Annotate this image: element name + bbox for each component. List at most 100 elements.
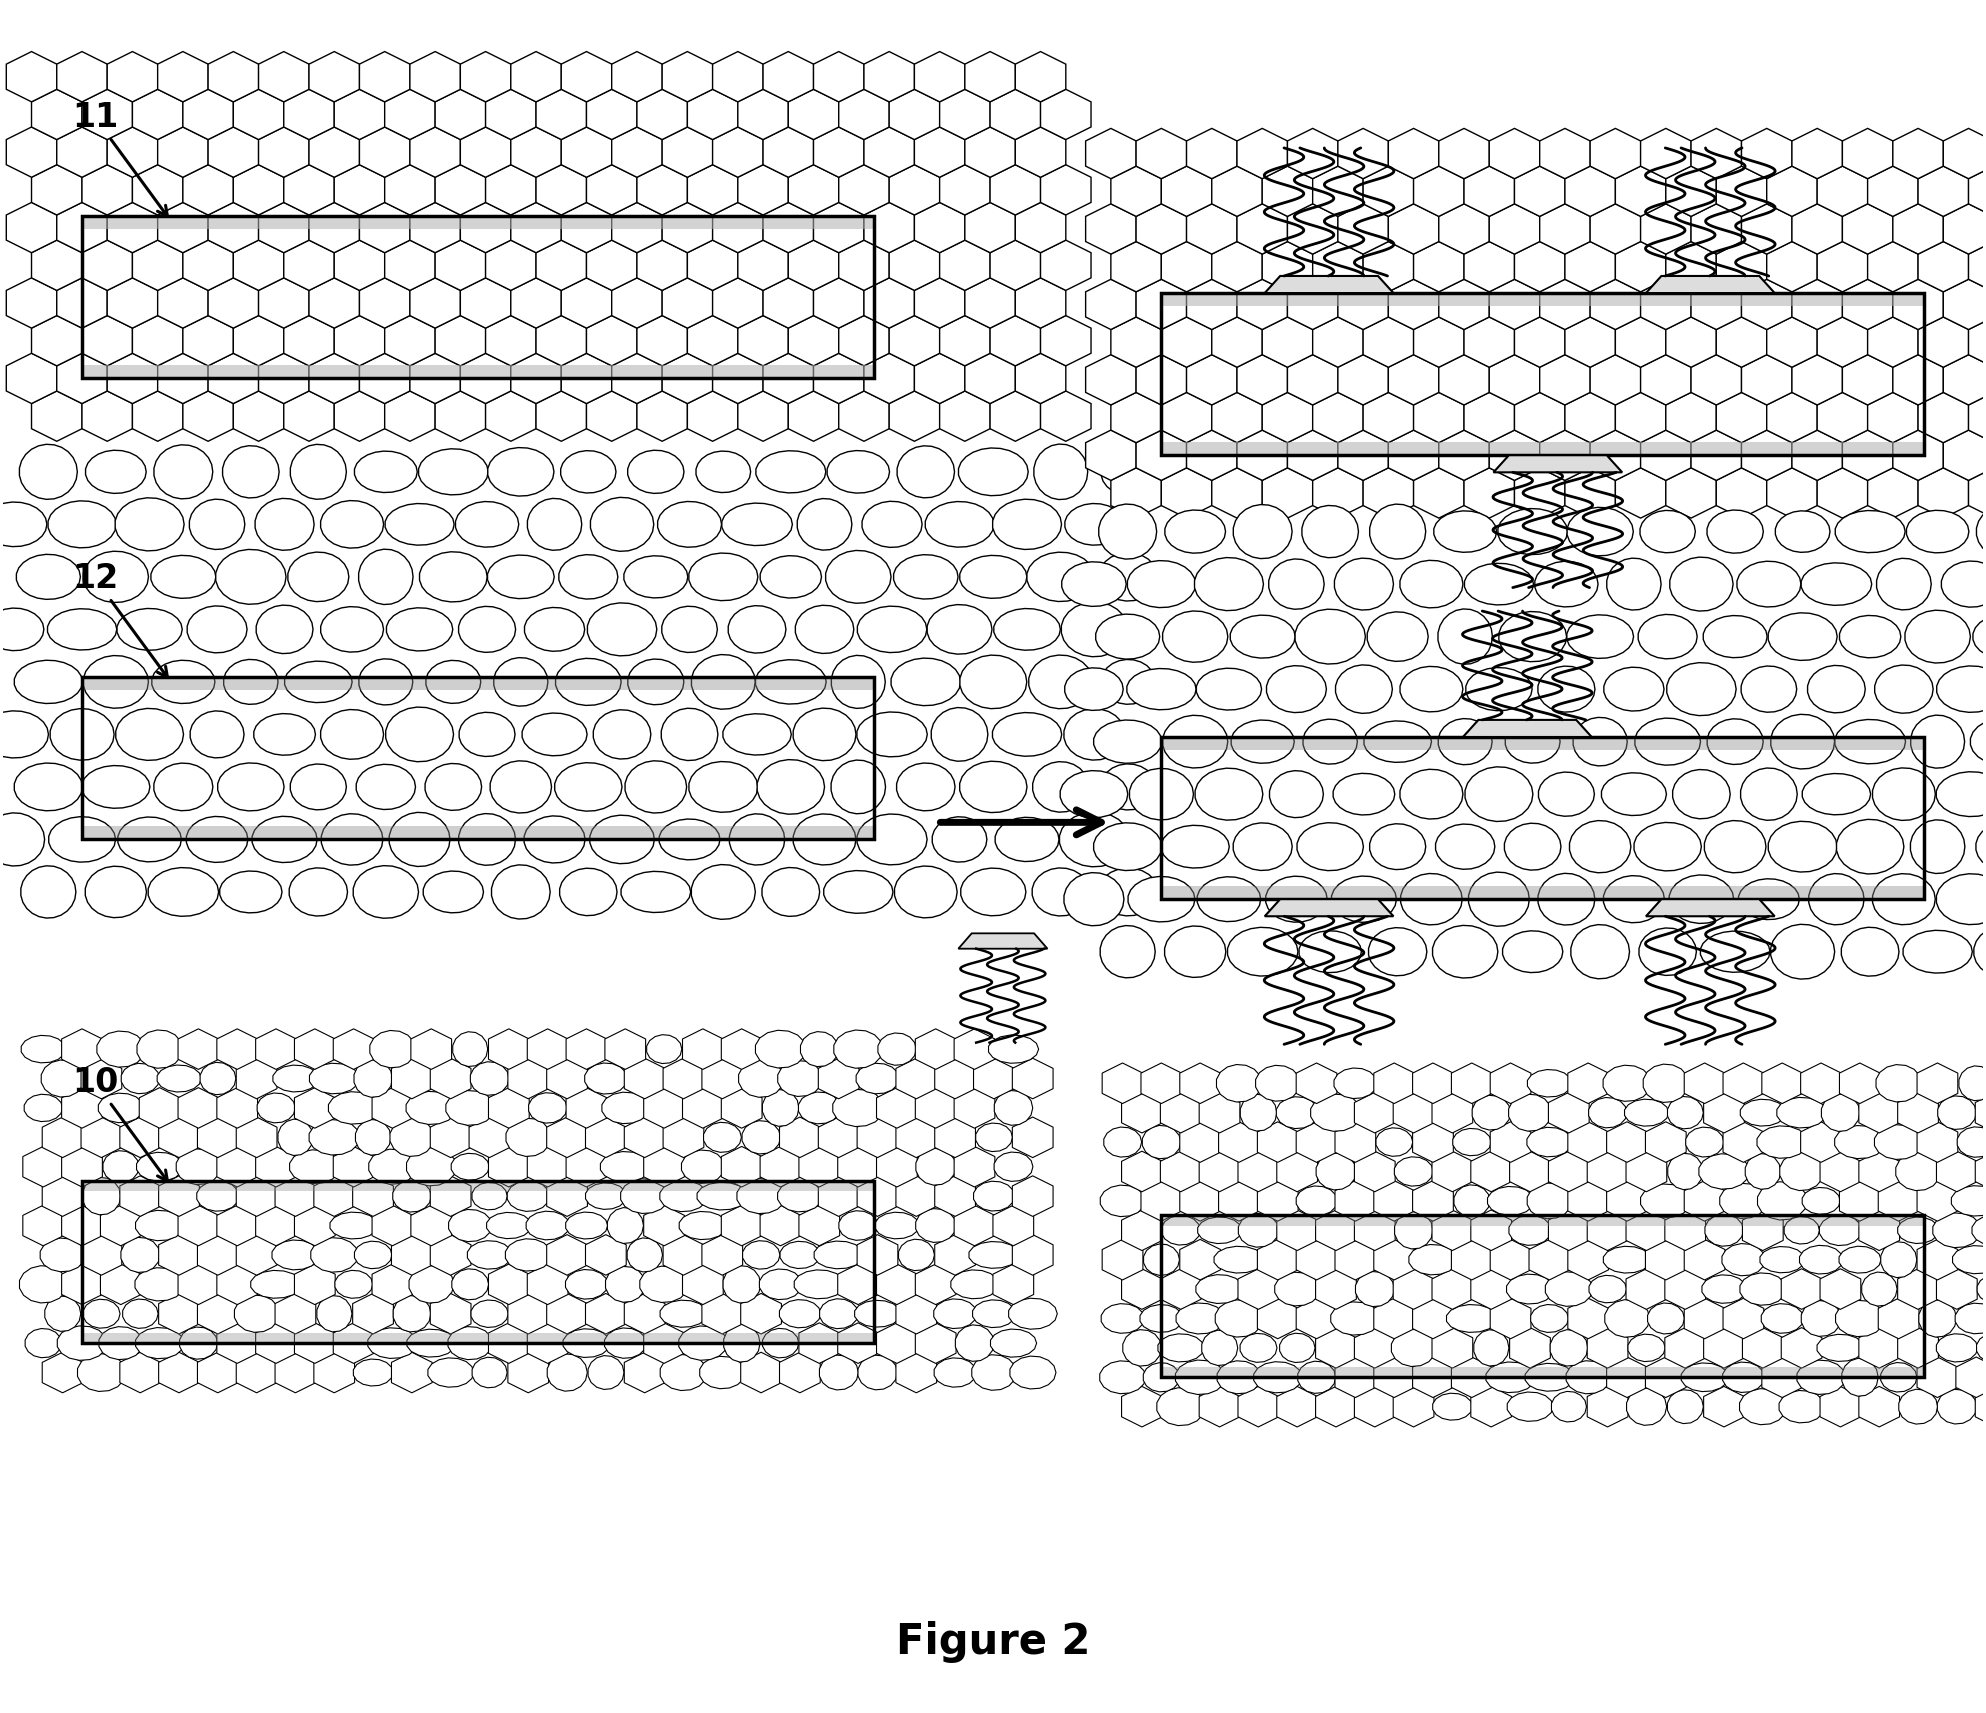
- Polygon shape: [359, 353, 409, 404]
- Polygon shape: [1110, 392, 1162, 442]
- Polygon shape: [354, 1175, 393, 1216]
- Polygon shape: [272, 1065, 318, 1091]
- Polygon shape: [1839, 615, 1901, 658]
- Polygon shape: [1768, 468, 1817, 517]
- Polygon shape: [1527, 1069, 1571, 1096]
- Polygon shape: [1724, 1298, 1764, 1340]
- Polygon shape: [1354, 1209, 1394, 1250]
- Polygon shape: [1640, 1184, 1692, 1218]
- Polygon shape: [447, 1091, 495, 1125]
- Polygon shape: [310, 1120, 359, 1155]
- Polygon shape: [1539, 279, 1591, 329]
- Polygon shape: [1684, 1298, 1726, 1340]
- Polygon shape: [890, 164, 939, 216]
- Polygon shape: [1394, 1156, 1434, 1185]
- Polygon shape: [405, 1091, 457, 1124]
- Polygon shape: [58, 51, 107, 101]
- Polygon shape: [1315, 1209, 1356, 1250]
- Polygon shape: [826, 550, 892, 603]
- Polygon shape: [788, 89, 838, 139]
- Polygon shape: [959, 449, 1029, 495]
- Polygon shape: [993, 1264, 1033, 1305]
- Polygon shape: [1605, 668, 1664, 711]
- Polygon shape: [157, 1065, 201, 1091]
- Polygon shape: [435, 89, 487, 139]
- Polygon shape: [890, 315, 939, 367]
- Polygon shape: [258, 127, 310, 176]
- Polygon shape: [612, 202, 661, 254]
- Polygon shape: [1587, 1209, 1629, 1250]
- Polygon shape: [1140, 1305, 1184, 1333]
- Polygon shape: [1158, 1388, 1206, 1425]
- Polygon shape: [209, 353, 258, 404]
- Polygon shape: [894, 867, 957, 918]
- Polygon shape: [566, 1213, 608, 1238]
- Polygon shape: [209, 202, 258, 254]
- Polygon shape: [916, 1030, 955, 1069]
- Polygon shape: [612, 127, 661, 176]
- Polygon shape: [1708, 719, 1764, 764]
- Polygon shape: [628, 1238, 663, 1273]
- Polygon shape: [1603, 875, 1664, 923]
- Polygon shape: [425, 764, 483, 810]
- Polygon shape: [1936, 1269, 1978, 1309]
- Polygon shape: [1335, 1240, 1376, 1280]
- Polygon shape: [183, 89, 234, 139]
- Polygon shape: [1257, 1240, 1299, 1280]
- Polygon shape: [451, 1153, 489, 1180]
- Bar: [81, 1180, 874, 1343]
- Polygon shape: [506, 1180, 550, 1211]
- Polygon shape: [506, 1119, 550, 1156]
- Polygon shape: [1464, 166, 1515, 216]
- Polygon shape: [1102, 1240, 1142, 1280]
- Polygon shape: [1013, 1117, 1053, 1158]
- Polygon shape: [256, 1146, 296, 1187]
- Polygon shape: [42, 1060, 85, 1096]
- Polygon shape: [1839, 1064, 1881, 1103]
- Polygon shape: [838, 240, 890, 291]
- Polygon shape: [1472, 1209, 1511, 1250]
- Polygon shape: [1400, 769, 1464, 819]
- Polygon shape: [856, 1064, 900, 1095]
- Polygon shape: [1835, 1300, 1885, 1336]
- Polygon shape: [763, 127, 814, 176]
- Polygon shape: [407, 1148, 457, 1185]
- Polygon shape: [1096, 613, 1160, 660]
- Polygon shape: [1758, 1182, 1807, 1220]
- Polygon shape: [864, 278, 914, 329]
- Polygon shape: [1742, 1328, 1783, 1369]
- Polygon shape: [526, 1030, 568, 1069]
- Polygon shape: [123, 1298, 159, 1328]
- Polygon shape: [586, 391, 638, 442]
- Polygon shape: [1202, 1331, 1237, 1365]
- Polygon shape: [683, 1030, 723, 1069]
- Polygon shape: [916, 1088, 955, 1129]
- Polygon shape: [1567, 1122, 1609, 1163]
- Bar: [81, 826, 874, 839]
- Polygon shape: [701, 1059, 743, 1098]
- Polygon shape: [290, 764, 346, 810]
- Polygon shape: [1277, 1209, 1317, 1250]
- Polygon shape: [1821, 1095, 1859, 1131]
- Polygon shape: [624, 1293, 665, 1334]
- Polygon shape: [1893, 279, 1944, 329]
- Polygon shape: [914, 51, 965, 101]
- Polygon shape: [536, 89, 586, 139]
- Polygon shape: [85, 451, 147, 493]
- Polygon shape: [1527, 1184, 1573, 1218]
- Polygon shape: [83, 656, 149, 707]
- Polygon shape: [584, 1064, 628, 1095]
- Polygon shape: [1627, 1269, 1666, 1309]
- Polygon shape: [1509, 1151, 1551, 1192]
- Polygon shape: [643, 1146, 685, 1187]
- Polygon shape: [1086, 430, 1136, 480]
- Polygon shape: [1565, 166, 1615, 216]
- Bar: [81, 677, 874, 839]
- Polygon shape: [961, 868, 1027, 916]
- Polygon shape: [1464, 564, 1533, 605]
- Polygon shape: [1899, 1328, 1938, 1369]
- Polygon shape: [1835, 719, 1905, 764]
- Polygon shape: [510, 51, 562, 101]
- Polygon shape: [1217, 1064, 1261, 1101]
- Polygon shape: [1033, 868, 1090, 916]
